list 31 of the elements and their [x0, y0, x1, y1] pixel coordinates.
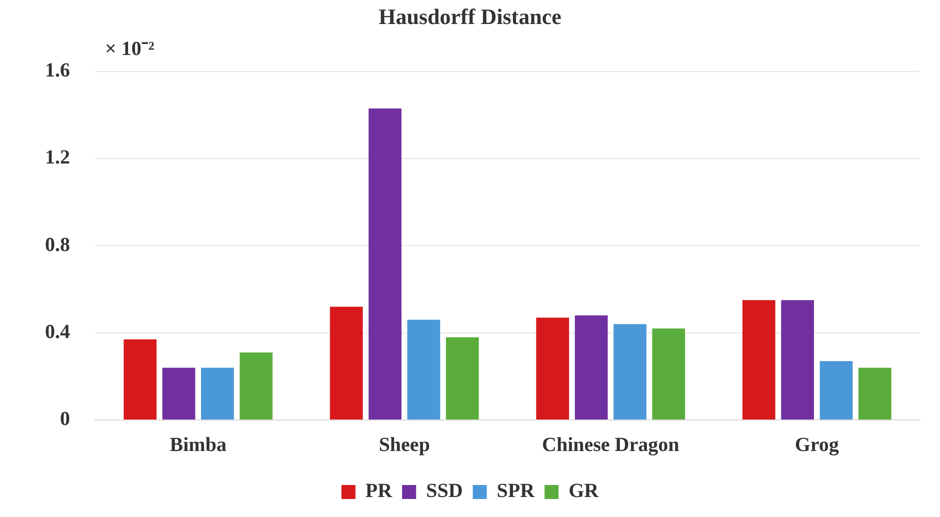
- bar: [407, 320, 440, 420]
- bar: [201, 368, 234, 420]
- bar: [240, 352, 273, 420]
- bar: [330, 306, 363, 420]
- bar: [124, 339, 157, 420]
- y-tick-label: 0.8: [45, 234, 70, 256]
- bar: [820, 361, 853, 420]
- y-tick-label: 0.4: [45, 321, 70, 344]
- legend-label: PR: [365, 480, 393, 502]
- bar: [368, 108, 402, 420]
- bar: [781, 300, 814, 420]
- bar: [742, 300, 776, 420]
- bar: [574, 315, 608, 420]
- bar: [162, 368, 196, 420]
- x-tick-label: Grog: [794, 434, 839, 456]
- y-tick-label: 1.2: [45, 146, 70, 169]
- y-tick-label: 0: [60, 408, 70, 430]
- legend-label: SPR: [496, 480, 536, 502]
- bar: [536, 318, 570, 420]
- bar: [858, 368, 892, 420]
- bar: [652, 328, 686, 420]
- legend-label: GR: [568, 480, 600, 502]
- bar: [446, 337, 479, 420]
- y-tick-label: 1.6: [45, 60, 70, 82]
- x-tick-label: Sheep: [378, 434, 430, 456]
- x-tick-label: Bimba: [170, 434, 226, 456]
- bar: [614, 324, 646, 420]
- legend-label: SSD: [426, 480, 463, 502]
- chart-title: Hausdorff Distance: [378, 4, 562, 29]
- x-tick-label: Chinese Dragon: [542, 434, 680, 456]
- text: × 10⁻²: [105, 37, 154, 61]
